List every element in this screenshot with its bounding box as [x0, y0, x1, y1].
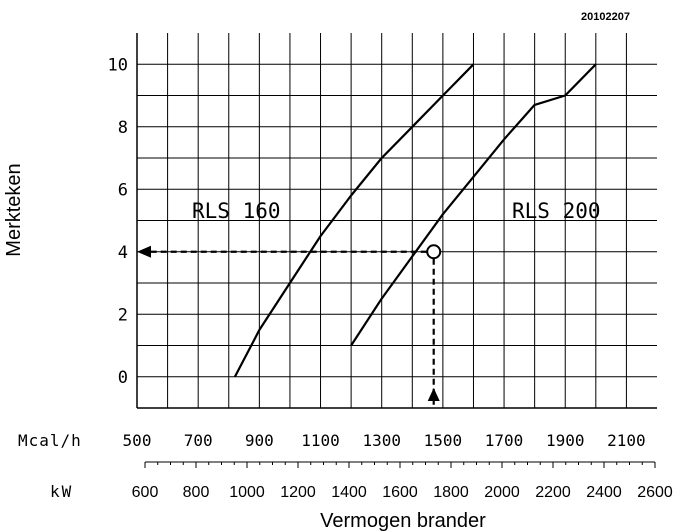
- x-tick-labels-kw: 600 800 1000 1200 1400 1600 1800 2000 2200 2400 26…: [132, 461, 673, 501]
- x-tick-label-kw: 2400: [586, 484, 622, 501]
- y-tick-label: 4: [118, 243, 128, 263]
- x-tick-label-mcal: 500: [123, 431, 152, 450]
- annotation: [137, 244, 442, 406]
- axes: [136, 33, 657, 409]
- y-tick-label: 6: [118, 180, 128, 200]
- x-unit-mcal: Mcal/h: [18, 431, 82, 450]
- y-tick-labels: 10 8 6 4 2 0: [108, 55, 128, 388]
- x-tick-label-kw: 1800: [433, 484, 469, 501]
- x-tick-label-mcal: 2100: [607, 431, 646, 450]
- x-tick-label-mcal: 1900: [546, 431, 585, 450]
- x-tick-label-mcal: 700: [184, 431, 213, 450]
- series-line-rls200: [350, 63, 597, 347]
- x-tick-label-mcal: 1100: [301, 431, 340, 450]
- x-tick-label-mcal: 1300: [362, 431, 401, 450]
- arrow-left-icon: [137, 245, 151, 258]
- y-tick-label: 8: [118, 118, 128, 138]
- x-axis-title: Vermogen brander: [320, 510, 486, 532]
- x-tick-label-mcal: 900: [245, 431, 274, 450]
- y-tick-label: 0: [118, 368, 128, 388]
- x-tick-label-kw: 2600: [637, 484, 673, 501]
- x-tick-label-mcal: 1700: [485, 431, 524, 450]
- series-label-rls160: RLS 160: [192, 199, 281, 223]
- y-axis-title: Merkteken: [3, 163, 25, 256]
- series-line-rls160: [233, 63, 475, 378]
- x-tick-label-kw: 1400: [331, 484, 367, 501]
- arrow-up-icon: [427, 388, 440, 401]
- x-tick-label-kw: 1600: [382, 484, 418, 501]
- x-tick-label-kw: 2200: [535, 484, 571, 501]
- x-tick-label-kw: 2000: [484, 484, 520, 501]
- x-tick-labels-mcal: 500 700 900 1100 1300 1500 1700 1900 2100: [123, 431, 646, 450]
- x-unit-kw: kW: [50, 482, 73, 501]
- x-tick-label-kw: 800: [183, 484, 210, 501]
- x-tick-label-mcal: 1500: [424, 431, 463, 450]
- grid: [137, 33, 657, 408]
- y-tick-label: 10: [108, 55, 128, 75]
- series-lines: [233, 63, 597, 378]
- doc-id: 20102207: [581, 11, 630, 23]
- x-tick-label-kw: 600: [132, 484, 159, 501]
- x-tick-label-kw: 1200: [280, 484, 316, 501]
- operating-point-marker: [426, 244, 442, 260]
- x-tick-label-kw: 1000: [229, 484, 265, 501]
- y-tick-label: 2: [118, 305, 128, 325]
- series-label-rls200: RLS 200: [512, 199, 601, 223]
